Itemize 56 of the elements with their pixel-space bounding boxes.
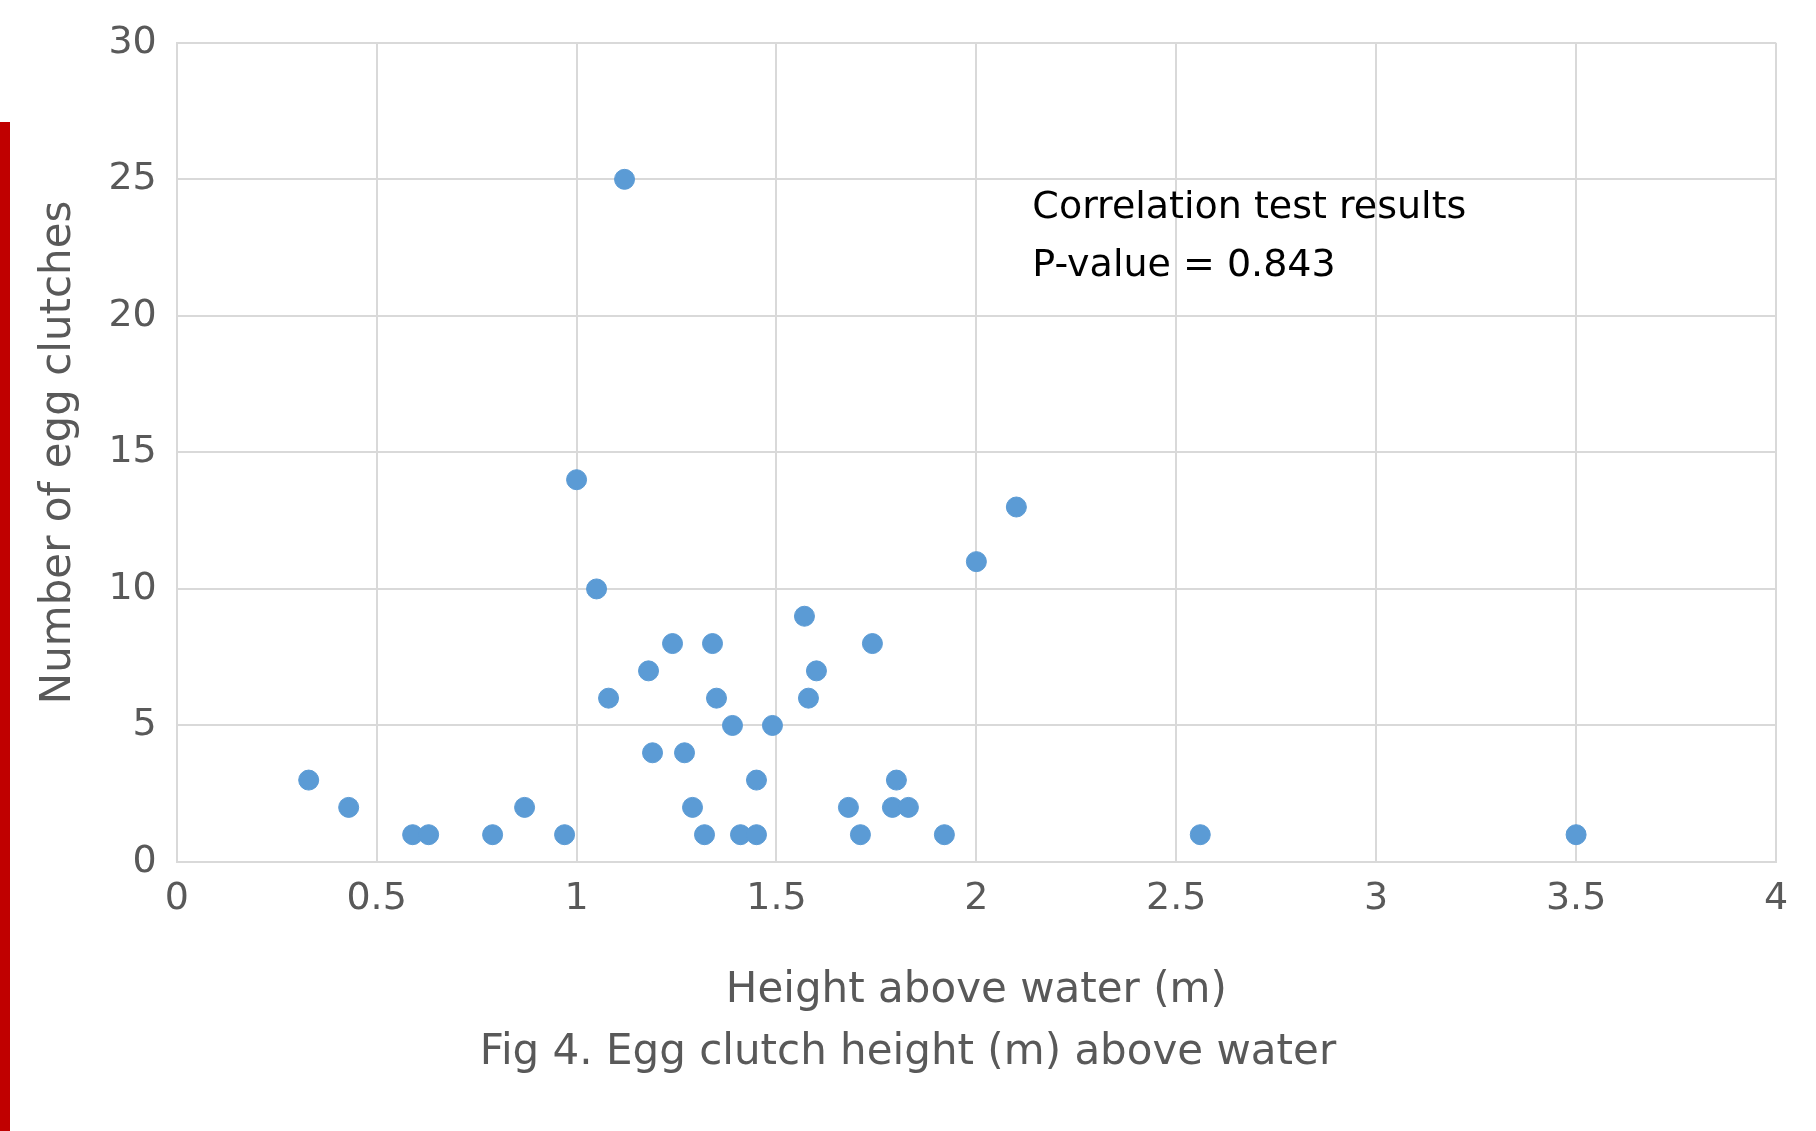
x-tick-label: 0.5 [346,873,407,918]
point [706,687,727,709]
point [1565,824,1587,846]
x-tick-label: 0 [164,873,189,918]
x-tick-label: 1 [564,873,589,918]
point [885,769,907,791]
y-tick-label: 15 [108,427,157,472]
x-tick-label: 1.5 [746,873,807,918]
x-tick-label: 2.5 [1146,873,1207,918]
point [694,824,716,846]
point [298,769,320,791]
point [897,796,919,818]
point [1005,496,1027,518]
point [702,633,723,655]
point [965,551,987,573]
point [745,824,767,846]
point [586,578,608,600]
y-tick-label: 25 [108,154,157,199]
x-tick-label: 3.5 [1545,873,1607,918]
y-tick-label: 0 [132,836,157,881]
caption: Fig 4. Egg clutch height (m) above water [478,1025,1338,1074]
point [682,796,704,818]
x-axis-title: Height above water (m) [725,962,1227,1012]
point [805,660,827,682]
point [1189,824,1211,846]
point [642,742,664,764]
point [514,796,536,818]
annotation: Correlation test results [1032,182,1467,227]
point [674,742,696,764]
point [554,824,576,846]
point [837,796,859,818]
point [614,168,636,190]
point [638,660,660,682]
point [566,469,588,491]
point [849,824,871,846]
point [662,633,684,655]
point [745,769,767,791]
y-tick-label: 10 [108,563,157,608]
point [861,633,883,655]
point [418,824,440,846]
y-tick-label: 20 [108,290,157,335]
point [933,824,955,846]
point [721,714,743,736]
point [797,687,819,709]
x-tick-label: 4 [1763,873,1789,918]
x-tick-label: 2 [964,873,989,918]
point [793,605,815,627]
y-tick-label: 5 [132,700,157,745]
point [761,714,783,736]
x-tick-label: 3 [1364,873,1389,918]
y-tick-label: 30 [108,17,157,62]
point [482,824,504,846]
annotation: P-value = 0.843 [1032,240,1336,285]
point [338,796,360,818]
point [598,687,620,709]
y-axis-title: Number of egg clutches [31,200,81,705]
